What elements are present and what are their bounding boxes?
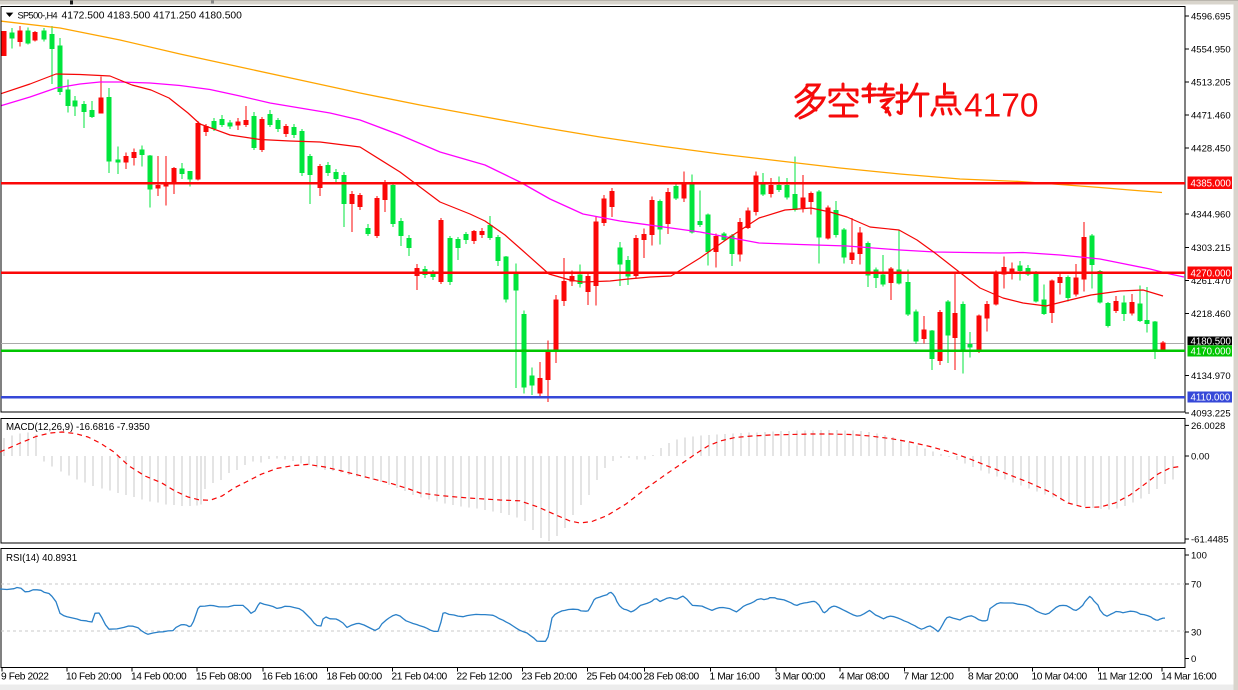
svg-text:SP500-,H4: SP500-,H4 bbox=[18, 10, 58, 20]
svg-text:4170: 4170 bbox=[964, 88, 1039, 125]
svg-text:0: 0 bbox=[1191, 654, 1196, 665]
svg-text:4471.460: 4471.460 bbox=[1191, 111, 1231, 122]
svg-text:70: 70 bbox=[1191, 580, 1202, 591]
svg-text:4170.000: 4170.000 bbox=[1191, 346, 1232, 357]
svg-text:11 Mar 12:00: 11 Mar 12:00 bbox=[1098, 672, 1153, 683]
svg-text:10 Mar 04:00: 10 Mar 04:00 bbox=[1032, 672, 1088, 683]
svg-text:100: 100 bbox=[1191, 551, 1207, 562]
svg-text:4554.950: 4554.950 bbox=[1191, 45, 1231, 56]
svg-text:4261.470: 4261.470 bbox=[1191, 276, 1231, 287]
svg-text:4218.460: 4218.460 bbox=[1191, 309, 1231, 320]
svg-text:4513.205: 4513.205 bbox=[1191, 78, 1231, 89]
svg-text:25 Feb 04:00: 25 Feb 04:00 bbox=[587, 672, 643, 683]
svg-text:4428.450: 4428.450 bbox=[1191, 144, 1231, 155]
svg-text:4303.215: 4303.215 bbox=[1191, 243, 1231, 254]
svg-text:9 Feb 2022: 9 Feb 2022 bbox=[1, 672, 49, 683]
svg-text:MACD(12,26,9) -16.6816 -7.9350: MACD(12,26,9) -16.6816 -7.9350 bbox=[6, 422, 150, 433]
svg-text:4596.695: 4596.695 bbox=[1191, 12, 1231, 23]
svg-text:16 Feb 16:00: 16 Feb 16:00 bbox=[262, 672, 318, 683]
svg-text:0.00: 0.00 bbox=[1191, 452, 1210, 463]
svg-text:22 Feb 12:00: 22 Feb 12:00 bbox=[457, 672, 513, 683]
svg-text:4344.960: 4344.960 bbox=[1191, 210, 1231, 221]
svg-text:28 Feb 08:00: 28 Feb 08:00 bbox=[644, 672, 700, 683]
svg-text:15 Feb 08:00: 15 Feb 08:00 bbox=[196, 672, 252, 683]
svg-text:1 Mar 16:00: 1 Mar 16:00 bbox=[710, 672, 761, 683]
svg-text:23 Feb 20:00: 23 Feb 20:00 bbox=[522, 672, 578, 683]
svg-text:4 Mar 08:00: 4 Mar 08:00 bbox=[839, 672, 890, 683]
svg-text:14 Feb 00:00: 14 Feb 00:00 bbox=[131, 672, 187, 683]
svg-text:4093.225: 4093.225 bbox=[1191, 409, 1231, 420]
svg-text:4134.970: 4134.970 bbox=[1191, 371, 1231, 382]
svg-text:4110.000: 4110.000 bbox=[1191, 393, 1231, 404]
svg-text:RSI(14) 40.8931: RSI(14) 40.8931 bbox=[6, 553, 77, 564]
svg-text:8 Mar 20:00: 8 Mar 20:00 bbox=[968, 672, 1019, 683]
svg-text:4172.500 4183.500 4171.250 418: 4172.500 4183.500 4171.250 4180.500 bbox=[62, 10, 243, 21]
svg-text:7 Mar 12:00: 7 Mar 12:00 bbox=[904, 672, 955, 683]
svg-text:3 Mar 00:00: 3 Mar 00:00 bbox=[775, 672, 826, 683]
svg-text:14 Mar 16:00: 14 Mar 16:00 bbox=[1161, 672, 1217, 683]
svg-text:21 Feb 04:00: 21 Feb 04:00 bbox=[392, 672, 448, 683]
svg-text:-61.4485: -61.4485 bbox=[1191, 535, 1229, 546]
svg-text:26.0028: 26.0028 bbox=[1191, 421, 1225, 432]
svg-text:4385.000: 4385.000 bbox=[1191, 178, 1232, 189]
svg-text:10 Feb 20:00: 10 Feb 20:00 bbox=[66, 672, 122, 683]
svg-text:4180.500: 4180.500 bbox=[1191, 336, 1232, 347]
svg-text:30: 30 bbox=[1191, 628, 1202, 639]
svg-text:18 Feb 00:00: 18 Feb 00:00 bbox=[327, 672, 383, 683]
svg-text:4270.000: 4270.000 bbox=[1191, 268, 1232, 279]
